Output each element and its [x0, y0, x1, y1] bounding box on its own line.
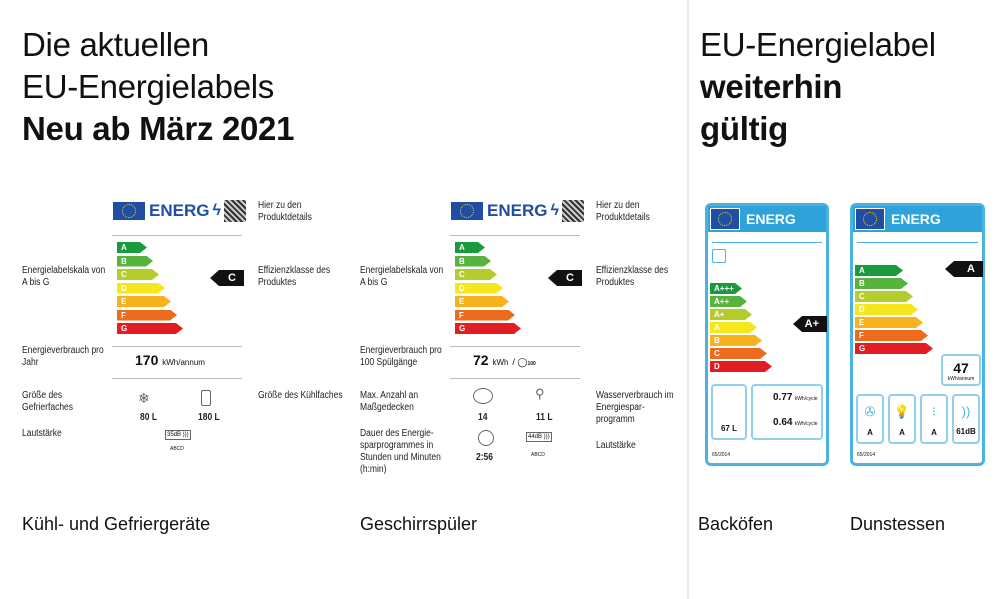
fridge-energy-label: ENERG ϟ A B C D E F G C 170 kWh/annum Hier zu den P…: [22, 200, 343, 452]
consumption-value: 72 kWh / ◯100: [473, 352, 536, 368]
caption-fridge: Kühl- und Gefriergeräte: [22, 514, 211, 534]
clock-icon: [478, 430, 494, 446]
qr-label: Hier zu den Produktdetails: [258, 200, 312, 223]
energy-bar-3: A: [710, 322, 757, 333]
consumption-label: Energieverbrauch pro 100 Spülgänge: [360, 345, 442, 368]
faucet-icon: ⚲: [535, 386, 545, 401]
energy-bar-1: B: [855, 278, 908, 289]
eu-flag-icon: [710, 208, 740, 230]
energy-bar-4: B: [710, 335, 762, 346]
fan-icon: ✇: [864, 404, 876, 419]
energy-bar-1: A++: [710, 296, 747, 307]
energy-bar-4: E: [455, 296, 509, 307]
energy-bar-6: G: [117, 323, 183, 334]
light-bulb-icon-box: 💡 A: [888, 394, 916, 444]
qr-label: Hier zu den Produktdetails: [596, 200, 650, 223]
filter-icon: ⁝: [931, 404, 937, 419]
noise-label: Lautstärke: [22, 428, 62, 439]
energy-bar-6: G: [455, 323, 521, 334]
energy-bar-2: C: [855, 291, 913, 302]
energy-bar-2: A+: [710, 309, 752, 320]
settings-label: Max. Anzahl an Maßgedecken: [360, 390, 419, 413]
oven-consumption-box: 0.77 kWh/cycle 0.64 kWh/cycle: [751, 384, 823, 440]
energy-bar-5: F: [455, 310, 515, 321]
oven-volume-box: 67 L: [711, 384, 747, 440]
noise-icon-box: )) 61dB: [952, 394, 980, 444]
noise-icon: )): [961, 404, 971, 419]
energy-bar-6: G: [855, 343, 933, 354]
class-arrow: C: [548, 270, 582, 286]
hood-consumption-box: 47 kWh/annum: [941, 354, 981, 386]
fan-icon-box: ✇ A: [856, 394, 884, 444]
divider: [687, 0, 689, 599]
water-label: Wasserverbrauch im Energiespar-programm: [596, 390, 674, 425]
energy-bar-5: F: [117, 310, 177, 321]
class-label: Effizienzklasse des Produktes: [596, 265, 669, 288]
oven-class-arrow: A+: [793, 316, 827, 332]
speaker-icon: 44dB ))): [526, 432, 552, 442]
dishwasher-energy-label: ENERG ϟ A B C D E F G C 72 kWh / ◯100 Hier zu den P…: [358, 0, 688, 480]
caption-oven: Backöfen: [698, 514, 774, 534]
speaker-icon: 35dB ))): [165, 430, 191, 440]
energy-bar-3: D: [455, 283, 503, 294]
left-title: Die aktuellen EU-Energielabels Neu ab Mä…: [22, 26, 295, 147]
oven-icon: [712, 249, 726, 263]
light-bulb-icon: 💡: [893, 404, 911, 419]
energy-bar-0: A: [855, 265, 903, 276]
class-arrow: C: [210, 270, 244, 286]
oven-energy-label: ENERG A+++ A++ A+ A B C D A+ 67 L 0.77 kWh/cyc…: [705, 203, 829, 466]
right-title: EU-Energielabel weiterhin gültig: [700, 26, 936, 147]
energy-bar-4: E: [117, 296, 171, 307]
energy-bar-2: C: [455, 269, 497, 280]
energy-bar-5: F: [855, 330, 928, 341]
eu-flag-icon: [450, 201, 484, 221]
caption-dishwasher: Geschirrspüler: [360, 514, 478, 534]
qr-code-icon: [561, 200, 584, 222]
energy-bar-3: D: [117, 283, 165, 294]
fridge-icon: [201, 390, 211, 406]
energy-bar-2: C: [117, 269, 159, 280]
energy-bar-0: A+++: [710, 283, 742, 294]
fridge-label: Größe des Kühlfaches: [258, 390, 343, 401]
scale-label: Energielabelskala von A bis G: [22, 265, 106, 288]
energy-bar-3: D: [855, 304, 918, 315]
energy-bar-0: A: [117, 242, 147, 253]
energy-bar-0: A: [455, 242, 485, 253]
noise-label: Lautstärke: [596, 440, 636, 451]
energy-bar-6: D: [710, 361, 772, 372]
freezer-label: Größe des Gefrierfaches: [22, 390, 74, 413]
consumption-label: Energieverbrauch pro Jahr: [22, 345, 104, 368]
energy-bar-1: B: [455, 256, 491, 267]
energy-bar-1: B: [117, 256, 153, 267]
energy-bar-5: C: [710, 348, 767, 359]
scale-label: Energielabelskala von A bis G: [360, 265, 444, 288]
energy-bar-4: E: [855, 317, 923, 328]
hood-class-arrow: A: [945, 261, 983, 277]
caption-hood: Dunstessen: [850, 514, 946, 534]
qr-code-icon: [223, 200, 246, 222]
filter-icon-box: ⁝ A: [920, 394, 948, 444]
class-label: Effizienzklasse des Produktes: [258, 265, 331, 288]
eu-flag-icon: [855, 208, 885, 230]
plates-icon: [473, 388, 493, 404]
eu-flag-icon: [112, 201, 146, 221]
consumption-value: 170 kWh/annum: [135, 352, 205, 368]
snowflake-icon: ❄: [138, 390, 150, 406]
duration-label: Dauer des Energie-sparprogrammes in Stun…: [360, 428, 441, 475]
